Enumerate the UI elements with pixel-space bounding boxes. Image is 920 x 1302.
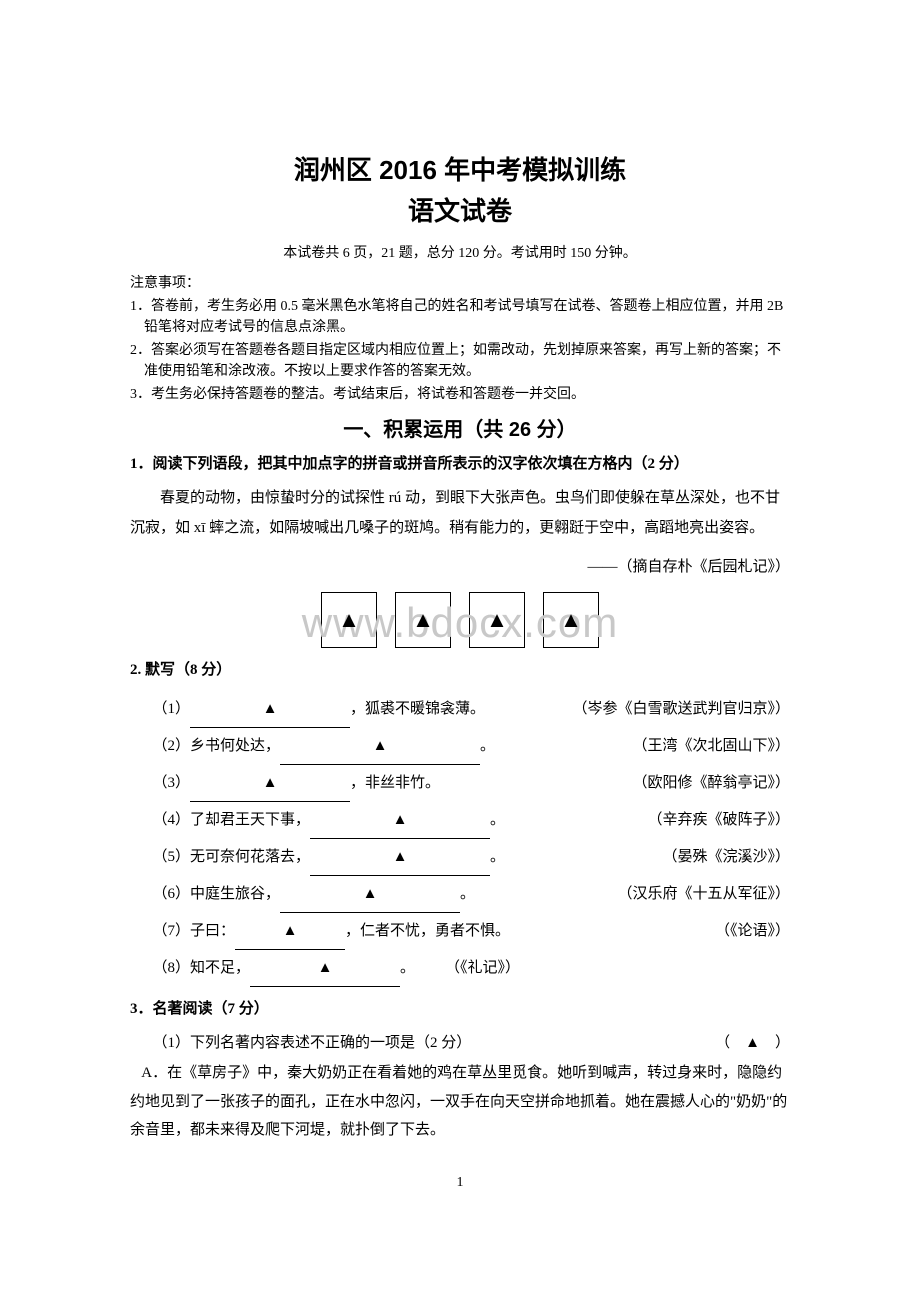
blank-underline: ▲: [310, 802, 490, 839]
triangle-mark: ▲: [393, 812, 408, 828]
blank-underline: ▲: [280, 728, 480, 765]
triangle-mark: ▲: [373, 738, 388, 754]
answer-box: ▲: [469, 592, 525, 648]
triangle-mark: ▲: [263, 701, 278, 717]
item-number: （7）: [153, 923, 191, 939]
fill-pretext: 乡书何处达，: [190, 738, 280, 754]
fill-source: （汉乐府《十五从军征》）: [597, 876, 790, 913]
blank-underline: ▲: [250, 950, 400, 987]
fill-suffix: 。: [400, 960, 408, 976]
triangle-mark: ▲: [318, 960, 333, 976]
option-a-text: A．在《草房子》中，秦大奶奶正在看着她的鸡在草丛里觅食。她听到喊声，转过身来时，…: [130, 1065, 787, 1138]
q1-paragraph: 春夏的动物，由惊蛰时分的试探性 rú 动，到眼下大张声色。虫鸟们即使躲在草丛深处…: [130, 483, 790, 543]
item-number: （5）: [153, 849, 191, 865]
fill-text: ，狐裘不暖锦衾薄。: [350, 701, 485, 717]
blank-underline: ▲: [235, 913, 345, 950]
fill-left: （2）乡书何处达， ▲ 。: [153, 728, 496, 765]
fill-blank-line: （8）知不足， ▲ 。 （《礼记》）: [130, 950, 790, 987]
triangle-mark: ▲: [263, 775, 278, 791]
q3-option-a: A．在《草房子》中，秦大奶奶正在看着她的鸡在草丛里觅食。她听到喊声，转过身来时，…: [130, 1059, 790, 1145]
fill-source: （欧阳修《醉翁亭记》）: [612, 765, 790, 802]
item-number: （4）: [153, 812, 191, 828]
fill-blank-line: （5）无可奈何花落去， ▲ 。 （晏殊《浣溪沙》）: [130, 839, 790, 876]
item-number: （1）: [153, 701, 191, 717]
fill-suffix: 。: [480, 738, 495, 754]
fill-left: （7）子曰： ▲ ，仁者不忧，勇者不惧。: [153, 913, 511, 950]
blank-underline: ▲: [190, 691, 350, 728]
triangle-mark: ▲: [338, 607, 360, 633]
item-number: （6）: [153, 886, 191, 902]
fill-blank-line: （6）中庭生旅谷， ▲ 。 （汉乐府《十五从军征》）: [130, 876, 790, 913]
fill-source: （岑参《白雪歌送武判官归京》）: [552, 691, 790, 728]
triangle-mark: ▲: [393, 849, 408, 865]
q2-items-container: （1）▲，狐裘不暖锦衾薄。（岑参《白雪歌送武判官归京》）（2）乡书何处达，▲。（…: [130, 691, 790, 987]
blank-underline: ▲: [310, 839, 490, 876]
fill-left: （8）知不足， ▲ 。 （《礼记》）: [153, 950, 521, 987]
triangle-mark: ▲: [486, 607, 508, 633]
q1-citation: ——（摘自存朴《后园札记》）: [130, 555, 790, 576]
notice-item: 3．考生务必保持答题卷的整洁。考试结束后，将试卷和答题卷一并交回。: [130, 384, 790, 405]
item-number: （2）: [153, 738, 191, 754]
main-title-line1: 润州区 2016 年中考模拟训练: [130, 150, 790, 187]
blank-underline: ▲: [190, 765, 350, 802]
fill-left: （1） ▲ ，狐裘不暖锦衾薄。: [153, 691, 486, 728]
fill-suffix: 。: [490, 849, 505, 865]
fill-text: ，仁者不忧，勇者不惧。: [345, 923, 510, 939]
fill-blank-line: （4）了却君王天下事， ▲ 。 （辛弃疾《破阵子》）: [130, 802, 790, 839]
q1-heading: 1．阅读下列语段，把其中加点字的拼音或拼音所表示的汉字依次填在方格内（2 分）: [130, 452, 790, 473]
answer-box: ▲: [395, 592, 451, 648]
page-number: 1: [130, 1175, 790, 1191]
triangle-mark: ▲: [283, 923, 298, 939]
answer-boxes-row: www.bdocx.com ▲ ▲ ▲ ▲: [130, 592, 790, 648]
section-heading: 一、积累运用（共 26 分）: [130, 413, 790, 442]
q3-answer-paren: （ ▲ ）: [715, 1030, 790, 1057]
fill-text: ，非丝非竹。: [350, 775, 440, 791]
fill-source: （晏殊《浣溪沙》）: [642, 839, 790, 876]
fill-left: （4）了却君王天下事， ▲ 。: [153, 802, 506, 839]
fill-pretext: 知不足，: [190, 960, 250, 976]
triangle-mark: ▲: [412, 607, 434, 633]
triangle-mark: ▲: [363, 886, 378, 902]
q1-text: 春夏的动物，由惊蛰时分的试探性 rú 动，到眼下大张声色。虫鸟们即使躲在草丛深处…: [130, 490, 780, 536]
fill-suffix: 。: [490, 812, 505, 828]
fill-left: （5）无可奈何花落去， ▲ 。: [153, 839, 506, 876]
fill-pretext: 中庭生旅谷，: [190, 886, 280, 902]
fill-blank-line: （3） ▲ ，非丝非竹。 （欧阳修《醉翁亭记》）: [130, 765, 790, 802]
q3-heading: 3．名著阅读（7 分）: [130, 997, 790, 1018]
fill-pretext: 无可奈何花落去，: [190, 849, 310, 865]
fill-left: （3） ▲ ，非丝非竹。: [153, 765, 441, 802]
notice-title: 注意事项：: [130, 272, 790, 292]
item-number: （8）: [153, 960, 191, 976]
q2-heading: 2. 默写（8 分）: [130, 658, 790, 679]
fill-pretext: 子曰：: [190, 923, 235, 939]
answer-box: ▲: [321, 592, 377, 648]
q3-sub1-row: （1）下列名著内容表述不正确的一项是（2 分） （ ▲ ）: [130, 1030, 790, 1057]
fill-blank-line: （7）子曰： ▲ ，仁者不忧，勇者不惧。 （《论语》）: [130, 913, 790, 950]
triangle-mark: ▲: [560, 607, 582, 633]
fill-suffix: 。: [460, 886, 475, 902]
fill-source: （《论语》）: [695, 913, 790, 950]
blank-underline: ▲: [280, 876, 460, 913]
notice-item: 2．答案必须写在答题卷各题目指定区域内相应位置上；如需改动，先划掉原来答案，再写…: [130, 340, 790, 382]
answer-box: ▲: [543, 592, 599, 648]
exam-info: 本试卷共 6 页，21 题，总分 120 分。考试用时 150 分钟。: [130, 242, 790, 262]
item-number: （3）: [153, 775, 191, 791]
fill-source: （辛弃疾《破阵子》）: [627, 802, 790, 839]
fill-blank-line: （1） ▲ ，狐裘不暖锦衾薄。 （岑参《白雪歌送武判官归京》）: [130, 691, 790, 728]
fill-pretext: 了却君王天下事，: [190, 812, 310, 828]
notice-item: 1．答卷前，考生务必用 0.5 毫米黑色水笔将自己的姓名和考试号填写在试卷、答题…: [130, 296, 790, 338]
fill-source-inline: （《礼记》）: [408, 960, 521, 976]
fill-left: （6）中庭生旅谷， ▲ 。: [153, 876, 476, 913]
q3-sub1-text: （1）下列名著内容表述不正确的一项是（2 分）: [153, 1030, 472, 1057]
main-title-line2: 语文试卷: [130, 191, 790, 228]
fill-source: （王湾《次北固山下》）: [612, 728, 790, 765]
fill-blank-line: （2）乡书何处达， ▲ 。 （王湾《次北固山下》）: [130, 728, 790, 765]
